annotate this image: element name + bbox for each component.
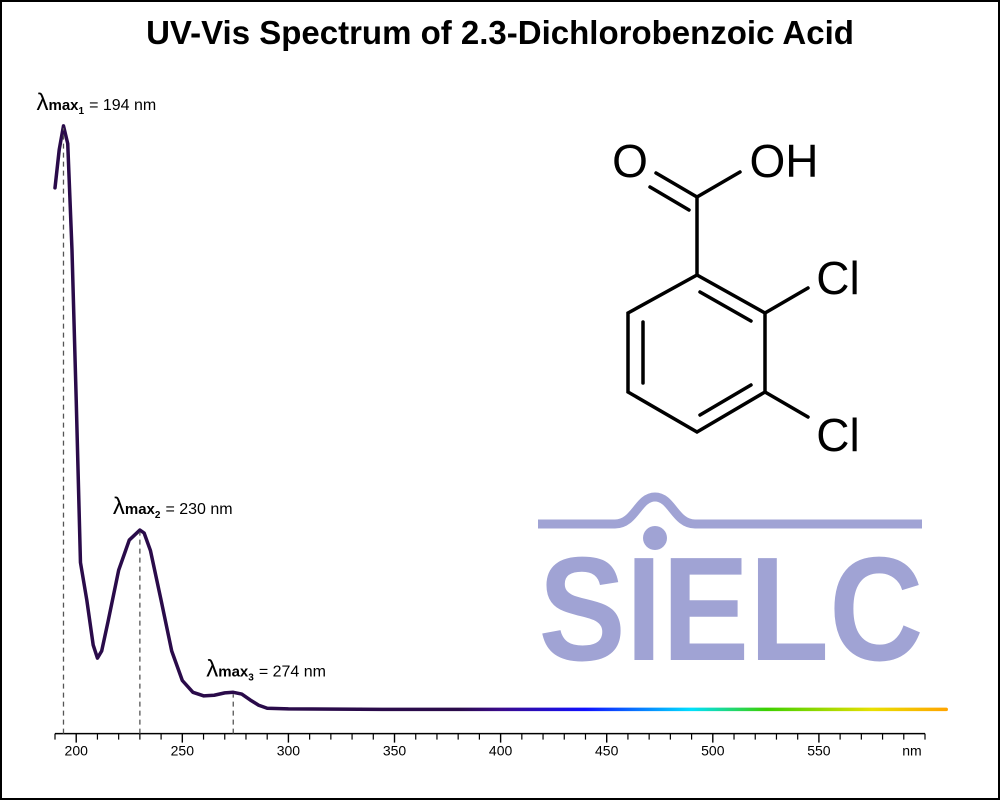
atom-label: Cl	[816, 252, 859, 304]
structure: O OH Cl Cl	[612, 135, 860, 461]
peak-label: λmax3 = 274 nm	[206, 655, 326, 683]
x-tick-label: 450	[595, 743, 619, 759]
peak-label-part: λ	[206, 655, 218, 682]
chart-title: UV-Vis Spectrum of 2.3-Dichlorobenzoic A…	[146, 14, 854, 51]
atom-label: O	[612, 135, 648, 187]
x-tick-label: 350	[383, 743, 407, 759]
x-tick-label: 300	[277, 743, 301, 759]
x-axis-label: nm	[902, 743, 921, 759]
bond	[654, 171, 699, 199]
peak-label-part: max	[48, 97, 79, 114]
peak-label-part: 3	[248, 672, 254, 683]
peak-label-part: λ	[113, 493, 125, 520]
x-tick-label: 550	[807, 743, 831, 759]
x-tick-label: 500	[701, 743, 725, 759]
bond	[763, 390, 810, 419]
peak-label: λmax2 = 230 nm	[113, 493, 233, 521]
peak-label-part: max	[125, 501, 156, 518]
atom-label: OH	[750, 135, 819, 187]
bond	[695, 170, 742, 199]
spectrum-line	[53, 124, 948, 712]
peak-label-part: 1	[79, 106, 85, 117]
bond	[763, 286, 810, 315]
logo-wave	[538, 492, 922, 529]
peak-label: λmax1 = 194 nm	[36, 89, 156, 117]
peak-label-part: max	[218, 663, 249, 680]
logo-text: SIELC	[539, 527, 924, 692]
logo: SIELC	[538, 492, 924, 692]
peak-label-part: = 274 nm	[259, 663, 326, 680]
logo-dot	[643, 526, 667, 550]
peak-label-part: λ	[36, 89, 48, 116]
atom-label: Cl	[816, 409, 859, 461]
x-tick-label: 200	[65, 743, 89, 759]
x-tick-label: 400	[489, 743, 513, 759]
peak-label-part: = 194 nm	[89, 97, 156, 114]
peak-label-part: = 230 nm	[165, 501, 232, 518]
x-tick-label: 250	[171, 743, 195, 759]
bond	[698, 290, 753, 323]
bond	[698, 383, 753, 417]
peak-label-part: 2	[155, 510, 161, 521]
bond	[648, 185, 691, 212]
